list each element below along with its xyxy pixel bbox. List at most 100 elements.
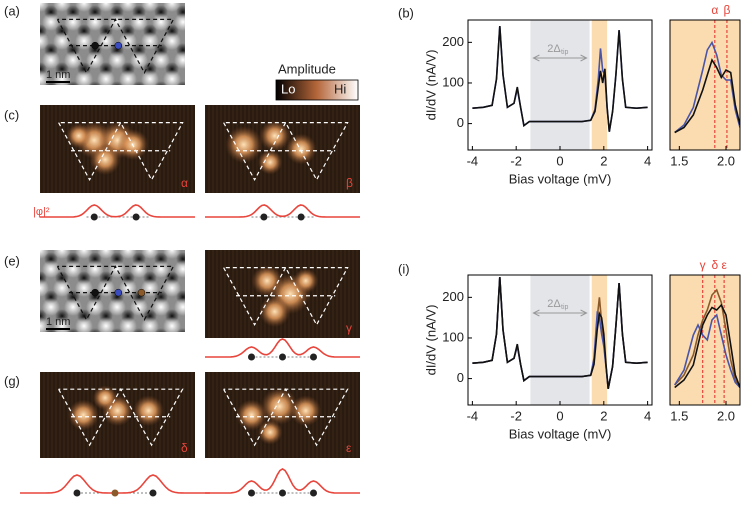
spectrum-line bbox=[674, 40, 740, 134]
x-tick-label: 0 bbox=[556, 408, 563, 423]
lattice-bright bbox=[174, 51, 185, 69]
lattice-bright bbox=[163, 279, 181, 297]
lattice-bright bbox=[42, 89, 60, 107]
lattice-dark bbox=[187, 271, 201, 285]
marker-label: ε bbox=[721, 258, 727, 272]
colorbar-low: Lo bbox=[281, 81, 295, 96]
panel-label: (e) bbox=[4, 253, 20, 268]
lattice-bright bbox=[64, 13, 82, 31]
y-tick-label: 0 bbox=[457, 370, 464, 385]
lattice-bright bbox=[108, 89, 126, 107]
atom-dot bbox=[279, 489, 286, 497]
lattice-bright bbox=[207, 32, 225, 50]
glow-blob bbox=[225, 126, 263, 164]
lattice-dark bbox=[22, 290, 36, 304]
glow-blob bbox=[66, 123, 92, 149]
lattice-bright bbox=[152, 89, 170, 107]
lattice-bright bbox=[9, 279, 27, 297]
y-tick-label: 0 bbox=[457, 115, 464, 130]
lattice-dark bbox=[22, 328, 36, 342]
x-tick-label: -2 bbox=[510, 153, 522, 168]
spectrum-line bbox=[472, 276, 648, 389]
lattice-dark bbox=[198, 5, 212, 19]
x-tick-label: -4 bbox=[467, 408, 479, 423]
map-label: β bbox=[346, 176, 353, 190]
stm-topography bbox=[9, 222, 203, 361]
lattice-dark bbox=[33, 347, 47, 361]
lattice-bright bbox=[86, 13, 104, 31]
lattice-bright bbox=[119, 317, 137, 332]
lattice-bright bbox=[196, 13, 214, 31]
panel-label: (g) bbox=[4, 373, 20, 388]
lattice-bright bbox=[130, 89, 148, 107]
glow-blob bbox=[257, 149, 283, 175]
plot-frame bbox=[669, 19, 741, 151]
glow-blob bbox=[259, 120, 291, 152]
lattice-bright bbox=[86, 222, 104, 240]
arrow-head bbox=[532, 54, 588, 62]
lattice-bright bbox=[86, 298, 104, 316]
lattice-dark bbox=[220, 5, 234, 19]
panel-label: (a) bbox=[4, 3, 20, 18]
stm-topography bbox=[9, 0, 245, 107]
spectrum-line bbox=[674, 313, 740, 389]
lattice-bright bbox=[9, 317, 27, 335]
lattice-bright bbox=[185, 279, 203, 297]
lattice-bright bbox=[130, 336, 148, 354]
marker-label: γ bbox=[700, 258, 706, 272]
lattice-bright bbox=[64, 336, 82, 354]
lattice-bright bbox=[108, 51, 126, 69]
lattice-bright bbox=[20, 89, 38, 107]
lattice-bright bbox=[42, 222, 60, 240]
x-tick-label: 2 bbox=[600, 153, 607, 168]
lattice-dark bbox=[11, 233, 25, 247]
lattice-dark bbox=[187, 309, 201, 323]
scale-label: 1 nm bbox=[46, 316, 70, 328]
panel-label: (b) bbox=[398, 5, 414, 20]
colorbar-high: Hi bbox=[334, 81, 346, 96]
lattice-bright bbox=[20, 298, 38, 316]
lattice-bright bbox=[185, 241, 203, 259]
atom-dot bbox=[114, 288, 123, 297]
lattice-bright bbox=[185, 0, 203, 12]
x-tick-label: 2.0 bbox=[717, 408, 735, 423]
lattice-bright bbox=[86, 260, 104, 278]
glow-blob bbox=[236, 399, 267, 431]
lattice-bright bbox=[20, 260, 38, 278]
lattice-bright bbox=[9, 70, 27, 88]
lattice-bright bbox=[196, 89, 214, 107]
triangle-outline bbox=[56, 18, 175, 74]
lattice-bright bbox=[163, 32, 181, 50]
atom-dot bbox=[248, 353, 255, 361]
glow-blob bbox=[67, 399, 99, 431]
y-tick-label: 100 bbox=[442, 74, 464, 89]
lattice-bright bbox=[185, 317, 203, 335]
colorbar bbox=[275, 79, 359, 101]
lattice-bright bbox=[9, 32, 27, 50]
glow-blob bbox=[92, 385, 118, 411]
panel-label: (i) bbox=[398, 261, 410, 276]
lattice-dark bbox=[231, 24, 245, 38]
lattice-bright bbox=[20, 13, 38, 31]
lattice-dark bbox=[99, 347, 113, 361]
lattice-bright bbox=[42, 51, 60, 69]
lattice-bright bbox=[42, 260, 60, 278]
lattice-bright bbox=[152, 336, 170, 354]
atom-dot bbox=[132, 213, 140, 221]
lattice-bright bbox=[108, 298, 126, 316]
colorbar-title: Amplitude bbox=[278, 61, 336, 76]
lattice-dark bbox=[77, 347, 91, 361]
lattice-bright bbox=[174, 89, 192, 107]
lattice-bright bbox=[218, 89, 236, 107]
atom-dot bbox=[73, 489, 81, 497]
lattice-bright bbox=[53, 32, 71, 50]
lattice-dark bbox=[198, 43, 212, 57]
lattice-bright bbox=[174, 260, 185, 278]
map-label: ε bbox=[346, 441, 352, 455]
lattice-dark bbox=[22, 81, 36, 95]
marker-label: β bbox=[723, 3, 730, 17]
atom-dot bbox=[297, 213, 305, 221]
glow-blob bbox=[259, 296, 291, 328]
atom-dot bbox=[149, 489, 157, 497]
lattice-bright bbox=[75, 70, 93, 85]
